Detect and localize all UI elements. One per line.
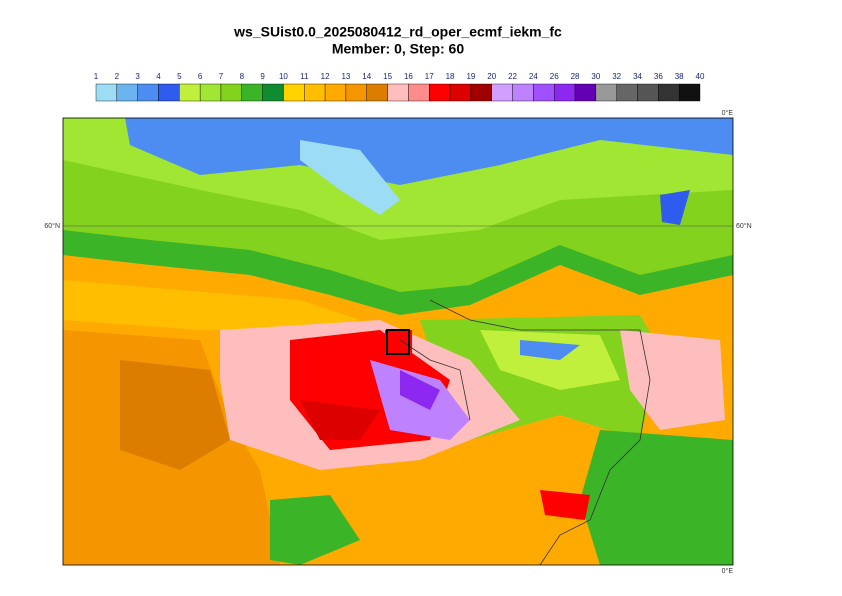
colorbar-tick-label: 38 — [675, 72, 684, 81]
colorbar-box — [533, 83, 555, 102]
colorbar-box — [637, 83, 659, 102]
lat-label: 60°N — [736, 222, 752, 230]
colorbar-box — [616, 83, 638, 102]
colorbar-tick-label: 22 — [508, 72, 517, 81]
colorbar-tick-label: 5 — [177, 72, 182, 81]
colorbar-box — [574, 83, 597, 102]
colorbar-tick-label: 16 — [404, 72, 413, 81]
colorbar-box — [199, 83, 222, 102]
colorbar-tick-label: 15 — [383, 72, 392, 81]
lat-label: 60°N — [44, 222, 60, 230]
colorbar-tick-label: 12 — [321, 72, 330, 81]
colorbar-box — [408, 83, 430, 102]
colorbar-box — [283, 83, 305, 102]
colorbar-tick-label: 32 — [612, 72, 621, 81]
colorbar-tick-label: 17 — [425, 72, 434, 81]
colorbar-box — [304, 83, 326, 102]
colorbar-box — [262, 83, 284, 102]
colorbar-tick-label: 11 — [300, 72, 309, 81]
colorbar-tick-label: 3 — [135, 72, 140, 81]
colorbar-tick-label: 24 — [529, 72, 538, 81]
colorbar-box — [95, 83, 118, 102]
colorbar-tick-label: 19 — [466, 72, 475, 81]
colorbar-tick-label: 26 — [550, 72, 559, 81]
colorbar-box — [678, 83, 701, 102]
colorbar-tick-label: 14 — [362, 72, 371, 81]
colorbar-tick-label: 6 — [198, 72, 203, 81]
title: ws_SUist0.0_2025080412_rd_oper_ecmf_iekm… — [233, 24, 562, 40]
colorbar: 1 2 3 4 5 6 7 8 9 10 11 12 13 14 15 16 17 18 19 20 22 24 26 28 3… — [94, 72, 705, 102]
colorbar-tick-label: 36 — [654, 72, 663, 81]
colorbar-tick-label: 34 — [633, 72, 642, 81]
colorbar-box — [449, 83, 472, 102]
colorbar-box — [241, 83, 263, 102]
colorbar-box — [470, 83, 492, 102]
colorbar-tick-label: 7 — [219, 72, 224, 81]
colorbar-box — [554, 83, 576, 102]
colorbar-tick-label: 10 — [279, 72, 288, 81]
colorbar-tick-label: 2 — [115, 72, 120, 81]
colorbar-tick-label: 8 — [240, 72, 245, 81]
colorbar-tick-label: 20 — [487, 72, 496, 81]
colorbar-tick-label: 28 — [571, 72, 580, 81]
colorbar-box — [220, 83, 242, 102]
colorbar-box — [137, 83, 159, 102]
colorbar-box — [179, 83, 201, 102]
colorbar-tick-label: 13 — [341, 72, 350, 81]
colorbar-tick-label: 4 — [156, 72, 161, 81]
colorbar-tick-label: 1 — [94, 72, 99, 81]
lon-label: 0°E — [722, 567, 734, 575]
subtitle: Member: 0, Step: 60 — [332, 41, 464, 57]
map-frame — [62, 117, 734, 566]
colorbar-tick-label: 9 — [260, 72, 265, 81]
colorbar-box — [387, 83, 409, 102]
colorbar-box — [429, 83, 451, 102]
map-field — [63, 118, 733, 565]
colorbar-box — [595, 83, 617, 102]
colorbar-tick-label: 18 — [446, 72, 455, 81]
colorbar-box — [491, 83, 513, 102]
colorbar-box — [658, 83, 680, 102]
colorbar-box — [345, 83, 367, 102]
lon-label: 0°E — [722, 109, 734, 117]
colorbar-box — [324, 83, 347, 102]
colorbar-box — [116, 83, 138, 102]
colorbar-tick-label: 30 — [591, 72, 600, 81]
colorbar-box — [366, 83, 388, 102]
colorbar-box — [512, 83, 534, 102]
colorbar-box — [158, 83, 180, 102]
colorbar-tick-label: 40 — [696, 72, 705, 81]
